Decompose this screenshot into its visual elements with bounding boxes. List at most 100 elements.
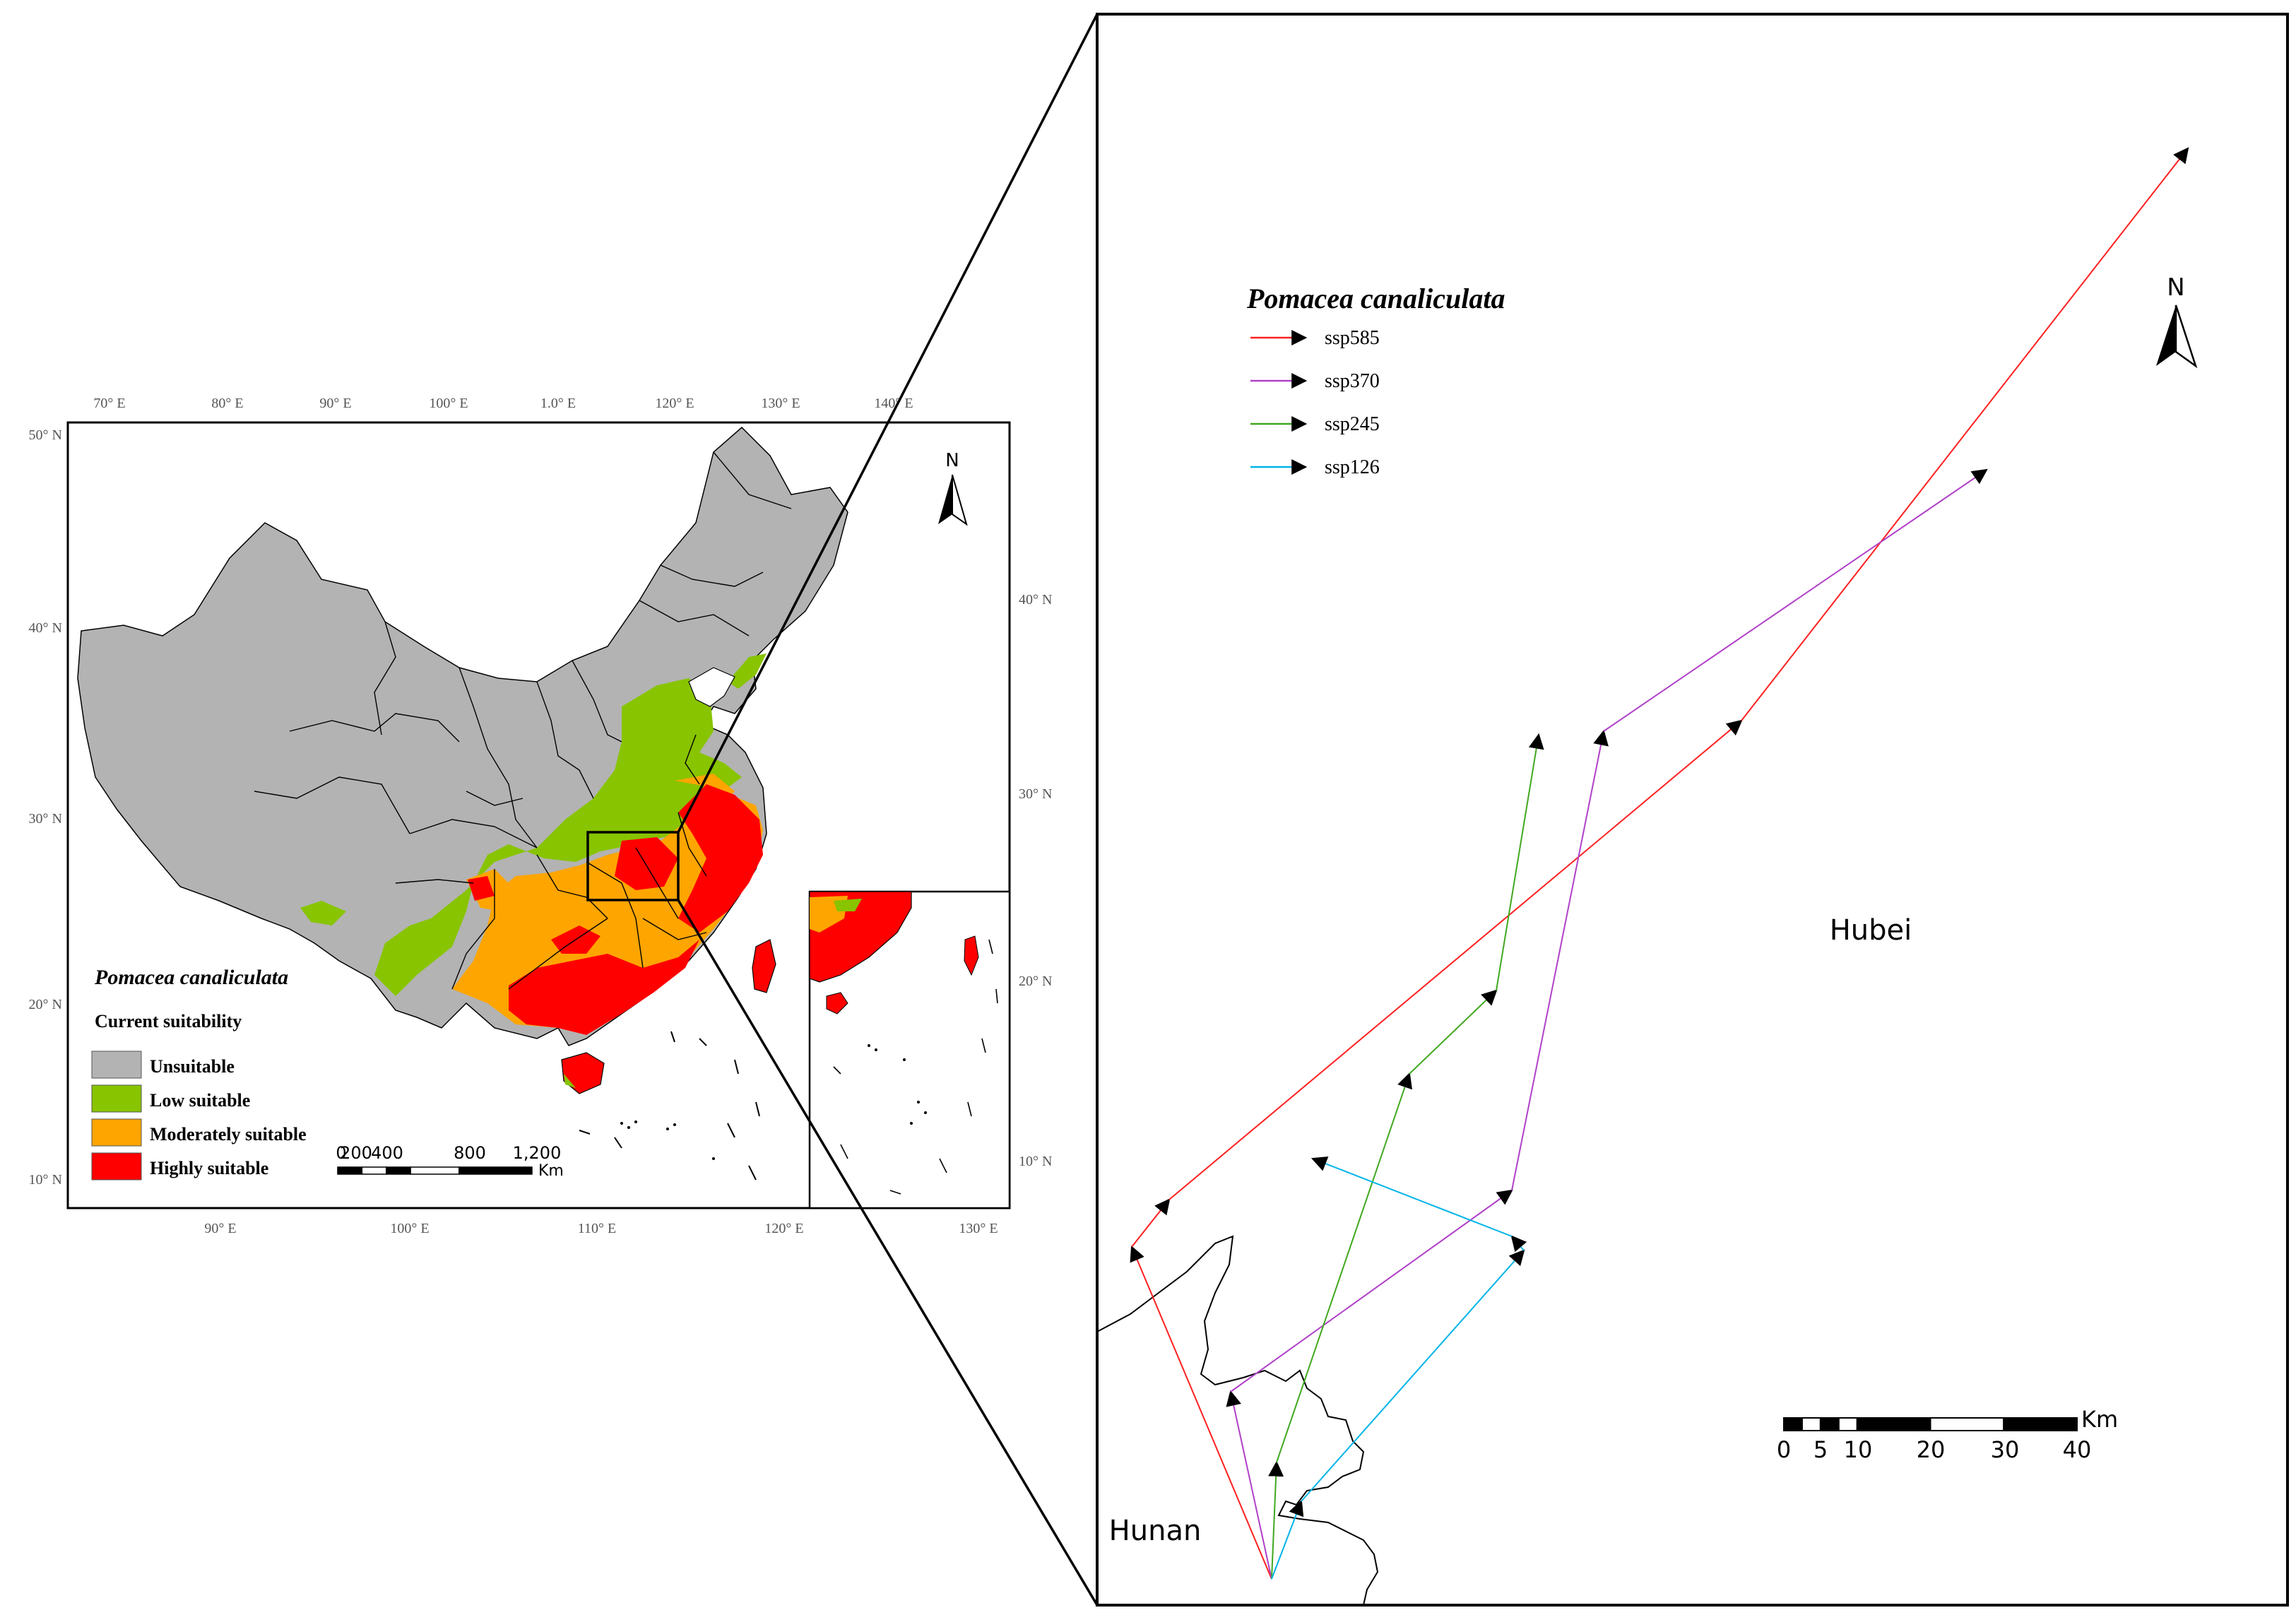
hubei-hunan-boundary	[1096, 1235, 1379, 1605]
scale-segment	[337, 1166, 363, 1175]
bohai-sea	[688, 667, 735, 707]
centroid-shift-map: Pomacea canaliculata ssp585 ssp370 ssp245 s…	[1096, 13, 2289, 1607]
tick-label: 50° N	[29, 427, 62, 443]
trajectory-segment-ssp245	[1409, 989, 1498, 1075]
legend-label-ssp370: ssp370	[1325, 370, 1380, 392]
low-suitable-liaoning	[728, 653, 767, 689]
hainan-low	[564, 1074, 576, 1088]
legend-swatch-high	[91, 1152, 142, 1181]
scale-segment	[361, 1166, 387, 1175]
bottom-axis-ticks: 90° E 100° E 110° E 120° E 130° E	[204, 1221, 998, 1236]
scale-segment	[1929, 1417, 2005, 1431]
scale-label: 400	[371, 1143, 403, 1163]
trajectory-segment-ssp126	[1310, 1156, 1513, 1237]
trajectory-segment-ssp245	[1276, 1072, 1413, 1463]
trajectory-segment-ssp370	[1603, 468, 1988, 732]
scale-label: 0	[1777, 1436, 1791, 1463]
north-arrow-icon: N	[938, 450, 968, 526]
legend-label-ssp585: ssp585	[1325, 327, 1380, 349]
scale-segment	[1783, 1417, 1803, 1431]
province-boundaries	[254, 451, 792, 990]
scale-label: 200	[340, 1143, 372, 1163]
tick-label: 70° E	[93, 396, 125, 411]
zoom-connector-lines	[677, 13, 1099, 1606]
scale-unit: Km	[538, 1162, 564, 1180]
scale-label: 0	[336, 1143, 346, 1163]
tick-label: 40° N	[1019, 592, 1052, 608]
scale-label: 10	[1844, 1436, 1873, 1463]
tick-label: 1.0° E	[540, 396, 576, 411]
tick-label: 90° E	[319, 396, 351, 411]
legend-label-moderate: Moderately suitable	[150, 1124, 307, 1144]
tick-label: 120° E	[655, 396, 694, 411]
tick-label: 40° N	[29, 620, 62, 636]
legend-label-ssp126: ssp126	[1325, 456, 1380, 478]
scale-label: 1,200	[513, 1143, 562, 1163]
nine-dash-line	[579, 1031, 760, 1181]
north-label: N	[2167, 273, 2184, 302]
tick-label: 30° N	[29, 811, 62, 827]
legend-species: Pomacea canaliculata	[94, 966, 288, 989]
trajectory-segment-ssp370	[1230, 1189, 1513, 1392]
highly-suitable-sichuan	[468, 876, 495, 901]
north-arrow-icon: N	[2156, 273, 2198, 369]
tick-label: 100° E	[429, 396, 468, 411]
trajectory-segment-ssp126	[1510, 1235, 1527, 1253]
left-axis-ticks: 50° N 40° N 30° N 20° N 10° N	[29, 427, 62, 1188]
legend-swatch-moderate	[91, 1118, 142, 1147]
scale-label: 800	[454, 1143, 486, 1163]
legend-label-low: Low suitable	[150, 1090, 250, 1111]
right-scale-bar: 0 5 10 20 30 40 Km	[1777, 1406, 2118, 1463]
highly-suitable-south	[509, 940, 699, 1035]
scale-label: 5	[1813, 1436, 1828, 1463]
study-area-box	[586, 831, 680, 901]
tick-label: 110° E	[578, 1221, 616, 1236]
tick-label: 20° N	[1019, 974, 1052, 989]
taiwan-island	[752, 939, 776, 993]
right-map-frame	[1096, 13, 2289, 1607]
tick-label: 130° E	[959, 1221, 998, 1236]
trajectory-segment-ssp370	[1511, 729, 1609, 1191]
china-suitability-map: 70° E 80° E 90° E 100° E 1.0° E 120° E 1…	[29, 396, 1053, 1236]
legend-label-ssp245: ssp245	[1325, 413, 1380, 435]
tick-label: 10° N	[29, 1172, 62, 1188]
legend-label-high: Highly suitable	[150, 1158, 268, 1178]
moderately-suitable-area	[452, 774, 763, 1035]
scale-segment	[2003, 1417, 2078, 1431]
scale-segment	[386, 1166, 411, 1175]
trajectory-segment-ssp585	[1131, 1198, 1171, 1248]
legend-swatch-unsuitable	[91, 1051, 142, 1079]
tick-label: 10° N	[1019, 1154, 1052, 1169]
centroid-trajectories	[1130, 147, 2189, 1580]
tick-label: 100° E	[390, 1221, 429, 1236]
north-label: N	[945, 450, 959, 471]
scale-segment	[458, 1166, 533, 1175]
hainan-island	[561, 1052, 605, 1094]
trajectory-segment-ssp126	[1271, 1499, 1304, 1580]
scale-segment	[1801, 1417, 1821, 1431]
trajectory-segment-ssp245	[1268, 1460, 1284, 1580]
tick-label: 120° E	[764, 1221, 803, 1236]
suitability-legend: Pomacea canaliculata Current suitability…	[91, 966, 307, 1181]
legend-subtitle: Current suitability	[95, 1011, 242, 1031]
scale-label: 30	[1991, 1436, 2020, 1463]
highly-suitable-east	[678, 784, 763, 933]
tick-label: 20° N	[29, 997, 62, 1012]
scale-label: 40	[2063, 1436, 2092, 1463]
highly-suitable-central	[615, 837, 678, 890]
scale-segment	[1838, 1417, 1858, 1431]
low-suitable-yunnan	[300, 901, 346, 925]
trajectory-segment-ssp585	[1168, 719, 1743, 1200]
right-axis-ticks: 40° N 30° N 20° N 10° N	[1019, 592, 1052, 1169]
tick-label: 90° E	[204, 1221, 236, 1236]
south-china-sea-islands	[620, 1120, 715, 1160]
legend-label-unsuitable: Unsuitable	[150, 1056, 235, 1077]
tick-label: 30° N	[1019, 786, 1052, 802]
scale-segment	[1819, 1417, 1840, 1431]
trajectory-segment-ssp370	[1226, 1390, 1272, 1580]
scale-segment	[1856, 1417, 1931, 1431]
top-axis-ticks: 70° E 80° E 90° E 100° E 1.0° E 120° E 1…	[93, 396, 913, 411]
scale-segment	[410, 1166, 460, 1175]
